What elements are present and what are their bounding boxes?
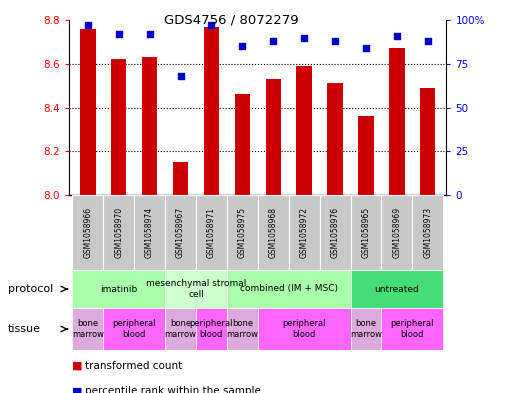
Bar — [204, 27, 219, 195]
Bar — [227, 308, 258, 350]
Bar — [165, 308, 196, 350]
Text: mesenchymal stromal
cell: mesenchymal stromal cell — [146, 279, 246, 299]
Point — [393, 33, 401, 39]
Point — [84, 22, 92, 28]
Bar — [320, 195, 350, 270]
Bar — [258, 195, 289, 270]
Bar — [412, 195, 443, 270]
Bar — [103, 308, 165, 350]
Text: untreated: untreated — [374, 285, 419, 294]
Point — [146, 31, 154, 37]
Text: GSM1058965: GSM1058965 — [362, 207, 370, 258]
Bar — [297, 66, 312, 195]
Text: peripheral
blood: peripheral blood — [190, 319, 233, 339]
Bar — [358, 116, 373, 195]
Bar — [227, 270, 350, 308]
Point — [362, 45, 370, 51]
Text: peripheral
blood: peripheral blood — [282, 319, 326, 339]
Text: bone
marrow: bone marrow — [226, 319, 259, 339]
Text: percentile rank within the sample: percentile rank within the sample — [85, 386, 261, 393]
Text: GSM1058976: GSM1058976 — [330, 207, 340, 258]
Text: bone
marrow: bone marrow — [350, 319, 382, 339]
Text: GSM1058969: GSM1058969 — [392, 207, 401, 258]
Bar — [266, 79, 281, 195]
Bar — [103, 195, 134, 270]
Bar — [381, 195, 412, 270]
Text: GSM1058973: GSM1058973 — [423, 207, 432, 258]
Bar — [234, 94, 250, 195]
Text: imatinib: imatinib — [100, 285, 137, 294]
Bar — [350, 195, 381, 270]
Bar — [142, 57, 157, 195]
Point — [331, 38, 339, 44]
Text: GSM1058967: GSM1058967 — [176, 207, 185, 258]
Bar — [173, 162, 188, 195]
Text: GSM1058972: GSM1058972 — [300, 207, 309, 258]
Bar — [196, 195, 227, 270]
Bar — [165, 270, 227, 308]
Bar — [227, 195, 258, 270]
Text: GSM1058974: GSM1058974 — [145, 207, 154, 258]
Bar — [327, 83, 343, 195]
Bar — [196, 308, 227, 350]
Bar — [289, 195, 320, 270]
Text: GDS4756 / 8072279: GDS4756 / 8072279 — [164, 14, 298, 27]
Bar — [134, 195, 165, 270]
Point — [269, 38, 278, 44]
Text: ■: ■ — [72, 386, 82, 393]
Text: transformed count: transformed count — [85, 361, 182, 371]
Text: GSM1058968: GSM1058968 — [269, 207, 278, 258]
Text: GSM1058966: GSM1058966 — [83, 207, 92, 258]
Bar — [111, 59, 126, 195]
Point — [300, 34, 308, 40]
Text: ■: ■ — [72, 361, 82, 371]
Bar — [258, 308, 350, 350]
Text: peripheral
blood: peripheral blood — [112, 319, 156, 339]
Text: bone
marrow: bone marrow — [165, 319, 196, 339]
Point — [238, 43, 246, 50]
Point — [424, 38, 432, 44]
Bar — [381, 308, 443, 350]
Text: bone
marrow: bone marrow — [72, 319, 104, 339]
Bar — [72, 308, 103, 350]
Point — [207, 22, 215, 28]
Bar — [72, 195, 103, 270]
Bar — [350, 270, 443, 308]
Text: tissue: tissue — [8, 324, 41, 334]
Bar — [420, 88, 436, 195]
Bar — [350, 308, 381, 350]
Text: GSM1058975: GSM1058975 — [238, 207, 247, 258]
Bar — [80, 29, 95, 195]
Text: peripheral
blood: peripheral blood — [390, 319, 434, 339]
Text: GSM1058970: GSM1058970 — [114, 207, 123, 258]
Text: protocol: protocol — [8, 284, 53, 294]
Point — [114, 31, 123, 37]
Bar — [72, 270, 165, 308]
Bar — [389, 48, 405, 195]
Point — [176, 73, 185, 79]
Text: GSM1058971: GSM1058971 — [207, 207, 216, 258]
Text: combined (IM + MSC): combined (IM + MSC) — [240, 285, 338, 294]
Bar — [165, 195, 196, 270]
